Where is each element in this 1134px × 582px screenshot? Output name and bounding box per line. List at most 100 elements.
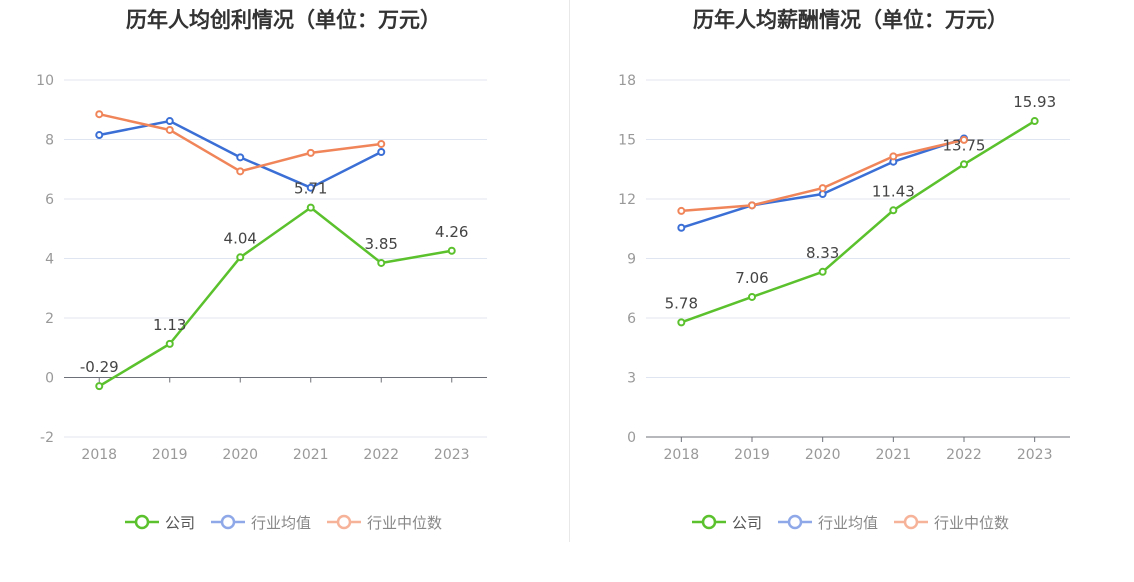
x-tick-label: 2022 bbox=[946, 447, 982, 463]
data-label: 4.04 bbox=[224, 229, 257, 247]
data-point bbox=[165, 339, 174, 348]
y-tick-label: 4 bbox=[45, 252, 54, 268]
legend-item[interactable]: 公司 bbox=[691, 512, 762, 533]
legend-circle bbox=[220, 514, 236, 530]
data-point bbox=[377, 139, 386, 148]
data-point bbox=[236, 253, 245, 262]
data-point bbox=[677, 206, 686, 215]
data-label: 4.26 bbox=[435, 223, 468, 241]
data-point bbox=[95, 131, 104, 140]
series-line-1 bbox=[680, 137, 965, 229]
series-line-0 bbox=[98, 206, 452, 388]
data-label: 5.71 bbox=[294, 180, 327, 198]
legend-circle bbox=[336, 514, 352, 530]
y-tick-label: -2 bbox=[40, 430, 54, 446]
panel-divider bbox=[569, 0, 570, 542]
legend-item[interactable]: 公司 bbox=[124, 512, 195, 533]
series-line-2 bbox=[681, 138, 965, 213]
y-tick-label: 6 bbox=[45, 192, 54, 208]
chart-title: 历年人均薪酬情况（单位：万元） bbox=[693, 8, 1008, 32]
data-label: 1.13 bbox=[153, 316, 186, 334]
data-point bbox=[818, 267, 827, 276]
data-point bbox=[377, 258, 386, 267]
x-tick-label: 2023 bbox=[434, 447, 470, 463]
data-point bbox=[960, 135, 968, 144]
legend-label: 行业均值 bbox=[817, 513, 878, 532]
x-tick-label: 2020 bbox=[222, 447, 258, 463]
chart-panel-salary: 历年人均薪酬情况（单位：万元） 0 3 6 9 12 15 18 2018 2019 2020 20… bbox=[567, 0, 1134, 582]
y-tick-label: 0 bbox=[45, 371, 54, 387]
legend-label: 公司 bbox=[731, 513, 762, 532]
legend-item[interactable]: 行业均值 bbox=[210, 512, 311, 533]
chart-title: 历年人均创利情况（单位：万元） bbox=[126, 8, 441, 32]
legend-label: 行业中位数 bbox=[934, 513, 1010, 532]
y-tick-label: 3 bbox=[627, 371, 636, 387]
data-label: 5.78 bbox=[665, 294, 698, 312]
legend-label: 公司 bbox=[164, 513, 195, 532]
legend-line-circle-icon bbox=[777, 514, 812, 530]
legend-item[interactable]: 行业中位数 bbox=[327, 512, 442, 533]
profit-chart-plot: -2 0 2 4 6 8 10 2018 2019 2020 2021 2022 2023 -0.29 1.… bbox=[36, 73, 487, 463]
x-tick-label: 2020 bbox=[805, 447, 841, 463]
data-point bbox=[236, 153, 245, 162]
legend-item[interactable]: 行业中位数 bbox=[894, 512, 1009, 533]
data-point bbox=[165, 125, 174, 134]
legend-item[interactable]: 行业均值 bbox=[777, 512, 878, 533]
data-point bbox=[306, 203, 315, 212]
data-label: 3.85 bbox=[365, 235, 398, 253]
chart-panel-profit: 历年人均创利情况（单位：万元） -2 0 2 4 6 8 10 2018 2019 2020 202… bbox=[0, 8, 567, 536]
y-tick-label: 15 bbox=[618, 133, 636, 149]
data-label: 8.33 bbox=[806, 244, 839, 262]
data-point bbox=[748, 201, 756, 210]
data-label: 11.43 bbox=[872, 182, 915, 200]
data-point bbox=[960, 160, 968, 169]
x-tick-label: 2019 bbox=[734, 447, 770, 463]
data-point bbox=[447, 246, 456, 255]
x-tick-label: 2021 bbox=[876, 447, 912, 463]
data-point bbox=[236, 167, 245, 176]
data-point bbox=[889, 152, 898, 161]
x-tick-label: 2018 bbox=[81, 447, 117, 463]
legend-circle bbox=[903, 514, 919, 530]
data-point bbox=[306, 183, 315, 192]
legend-circle bbox=[787, 514, 803, 530]
y-tick-label: 6 bbox=[627, 311, 636, 327]
data-label: 7.06 bbox=[735, 269, 768, 287]
data-point bbox=[1030, 117, 1039, 126]
data-point bbox=[95, 382, 104, 391]
data-point bbox=[306, 148, 315, 157]
legend-circle bbox=[134, 514, 150, 530]
y-tick-label: 9 bbox=[627, 252, 636, 268]
data-point bbox=[677, 223, 686, 232]
chart-legend: 公司 行业均值 行业中位数 bbox=[567, 508, 1134, 536]
data-point bbox=[748, 292, 756, 301]
data-point bbox=[818, 184, 827, 193]
legend-circle bbox=[701, 514, 717, 530]
data-point bbox=[95, 110, 104, 119]
chart-legend: 公司 行业均值 行业中位数 bbox=[0, 508, 567, 536]
y-tick-label: 18 bbox=[618, 73, 636, 89]
y-tick-label: 10 bbox=[36, 73, 54, 89]
data-point bbox=[677, 318, 686, 327]
x-tick-label: 2019 bbox=[152, 447, 188, 463]
series-line-0 bbox=[680, 119, 1036, 324]
y-tick-label: 8 bbox=[45, 133, 54, 149]
data-point bbox=[377, 147, 386, 156]
series-line-2 bbox=[98, 112, 382, 173]
x-tick-label: 2018 bbox=[664, 447, 700, 463]
data-point bbox=[889, 206, 898, 215]
data-label: 13.75 bbox=[943, 136, 986, 154]
x-tick-label: 2021 bbox=[293, 447, 329, 463]
data-point bbox=[165, 117, 174, 126]
legend-label: 行业均值 bbox=[250, 513, 311, 532]
legend-line-circle-icon bbox=[210, 514, 245, 530]
x-tick-label: 2023 bbox=[1017, 447, 1053, 463]
legend-line-circle-icon bbox=[691, 514, 726, 530]
data-label: 15.93 bbox=[1013, 93, 1056, 111]
salary-chart-plot: 0 3 6 9 12 15 18 2018 2019 2020 2021 2022 2023 5.78 7.… bbox=[618, 73, 1070, 463]
data-label: -0.29 bbox=[80, 358, 119, 376]
y-tick-label: 12 bbox=[618, 192, 636, 208]
y-tick-label: 2 bbox=[45, 311, 54, 327]
y-tick-label: 0 bbox=[627, 430, 636, 446]
legend-line-circle-icon bbox=[327, 514, 361, 530]
